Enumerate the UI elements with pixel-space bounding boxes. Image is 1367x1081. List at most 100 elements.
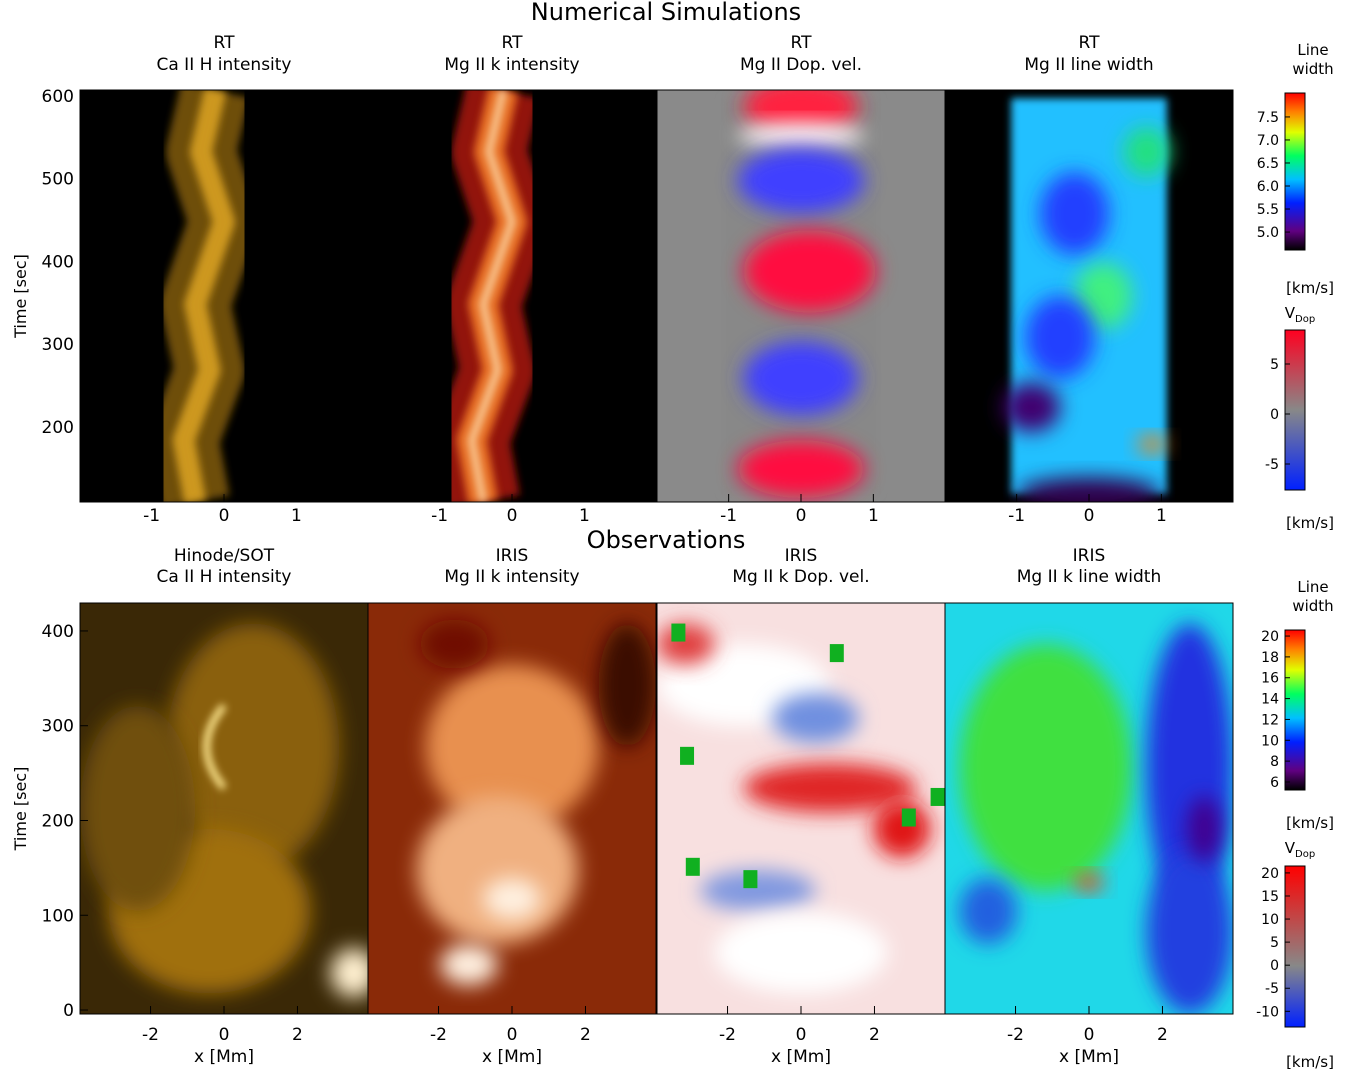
x-tick-label: -2: [430, 1025, 447, 1045]
colorbar-label: width: [1292, 597, 1333, 615]
heatmap: [945, 603, 1233, 1014]
heatmap-feature: [657, 623, 715, 665]
colorbar-tick-label: 10: [1261, 912, 1279, 928]
colorbar: [1284, 865, 1306, 1028]
heatmap-feature: [166, 623, 340, 871]
colorbar-tick-label: 7.0: [1257, 133, 1279, 149]
colorbar-tick-label: 14: [1261, 692, 1279, 708]
x-tick-label: 0: [507, 1025, 518, 1045]
x-tick-label: -2: [1007, 1025, 1024, 1045]
heatmap-feature: [1025, 296, 1095, 379]
colorbar-tick-label: 6.0: [1257, 179, 1279, 195]
heatmap-feature: [425, 664, 599, 830]
x-tick-label: -2: [719, 1025, 736, 1045]
x-tick-label: 1: [868, 506, 879, 526]
heatmap-feature: [737, 147, 865, 214]
x-tick-label: 1: [579, 506, 590, 526]
colorbar-unit: [km/s]: [1286, 279, 1334, 297]
y-tick-label: 100: [42, 906, 74, 926]
colorbar: [1284, 329, 1306, 491]
x-axis-label: x [Mm]: [1059, 1047, 1119, 1067]
panel-title: RT: [214, 33, 236, 53]
colorbar-tick-label: -5: [1265, 981, 1279, 997]
heatmap-feature: [419, 619, 489, 669]
colorbar-tick-label: -10: [1256, 1004, 1279, 1020]
colorbar-tick-label: 15: [1261, 889, 1279, 905]
colorbar-tick-label: 6.5: [1257, 156, 1279, 172]
x-tick-label: 1: [291, 506, 302, 526]
heatmap: [80, 90, 368, 502]
y-tick-label: 400: [42, 252, 74, 272]
heatmap-feature: [1137, 436, 1167, 453]
heatmap-feature: [743, 90, 859, 136]
y-tick-label: 500: [42, 170, 74, 190]
heatmap-feature: [203, 703, 227, 791]
y-tick-label: 400: [42, 622, 74, 642]
heatmap-feature: [743, 230, 876, 313]
heatmap-feature: [440, 944, 498, 986]
x-tick-label: -1: [720, 506, 737, 526]
y-axis-label: Time [sec]: [11, 767, 30, 852]
y-tick-label: 200: [42, 811, 74, 831]
colorbar-tick-label: 5.0: [1257, 225, 1279, 241]
colorbar-label: Line: [1297, 41, 1328, 59]
colorbar-label: Line: [1297, 578, 1328, 596]
colorbar-tick-label: 0: [1270, 958, 1279, 974]
x-axis-label: x [Mm]: [194, 1047, 254, 1067]
x-tick-label: 0: [219, 506, 230, 526]
heatmap-feature: [743, 763, 917, 813]
colorbar: [1284, 629, 1306, 791]
colorbar-label: VDop: [1285, 839, 1315, 860]
heatmap-feature: [80, 705, 196, 912]
heatmap-feature: [172, 90, 235, 502]
panel-title: Ca II H intensity: [156, 55, 291, 75]
colorbar-tick-label: 10: [1261, 733, 1279, 749]
x-axis-label: x [Mm]: [771, 1047, 831, 1067]
colorbar: [1284, 92, 1306, 251]
heatmap-feature: [829, 644, 844, 663]
colorbar-label: width: [1292, 60, 1333, 78]
heatmap-feature: [772, 693, 859, 743]
heatmap-feature: [467, 90, 516, 502]
x-tick-label: -1: [143, 506, 160, 526]
heatmap: [368, 603, 656, 1014]
panel-title: Ca II H intensity: [156, 567, 291, 587]
heatmap-feature: [685, 857, 700, 876]
heatmap: [657, 603, 945, 1014]
heatmap-feature: [959, 644, 1133, 891]
x-tick-label: 0: [796, 1025, 807, 1045]
heatmap: [657, 90, 945, 502]
heatmap-feature: [416, 796, 579, 945]
heatmap-feature: [671, 623, 686, 642]
heatmap-feature: [714, 911, 888, 994]
colorbar-tick-label: 7.5: [1257, 110, 1279, 126]
panel-title: RT: [502, 33, 524, 53]
colorbar-unit: [km/s]: [1286, 814, 1334, 832]
heatmap-feature: [1186, 796, 1222, 862]
colorbar-tick-label: -5: [1265, 457, 1279, 473]
colorbar-label-main: V: [1285, 304, 1296, 322]
panel-title: RT: [1079, 33, 1101, 53]
x-tick-label: 2: [1157, 1025, 1168, 1045]
panel-title: Mg II Dop. vel.: [740, 55, 862, 75]
x-tick-label: -1: [431, 506, 448, 526]
panel-title: Mg II line width: [1024, 55, 1153, 75]
panel-title: IRIS: [1073, 546, 1106, 566]
heatmap-feature: [483, 878, 541, 920]
x-axis-label: x [Mm]: [482, 1047, 542, 1067]
heatmap-feature: [1002, 382, 1061, 432]
heatmap-feature: [1146, 849, 1233, 1014]
heatmap-feature: [901, 808, 916, 827]
heatmap-feature: [1074, 263, 1133, 329]
heatmap-feature: [700, 870, 816, 912]
colorbar-tick-label: 16: [1261, 671, 1279, 687]
x-tick-label: -1: [1008, 506, 1025, 526]
x-tick-label: -2: [142, 1025, 159, 1045]
x-tick-label: 2: [869, 1025, 880, 1045]
x-tick-label: 0: [219, 1025, 230, 1045]
y-tick-label: 300: [42, 717, 74, 737]
heatmap-feature: [680, 746, 695, 765]
section-title: Observations: [587, 526, 746, 554]
colorbar-tick-label: 8: [1270, 754, 1279, 770]
